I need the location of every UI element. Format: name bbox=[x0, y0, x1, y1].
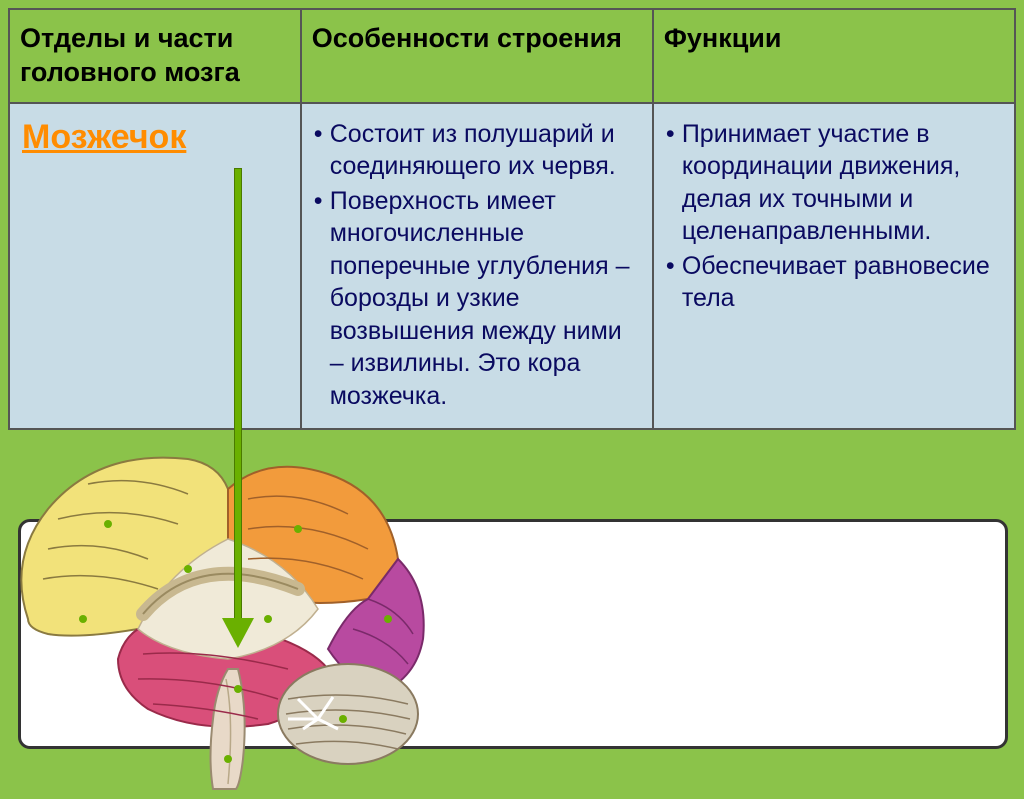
header-sections: Отделы и части головного мозга bbox=[9, 9, 301, 103]
pointer-arrow bbox=[226, 168, 250, 648]
brain-sections-table: Отделы и части головного мозга Особеннос… bbox=[8, 8, 1016, 430]
list-item: Состоит из полушарий и соединяющего их ч… bbox=[314, 118, 640, 183]
structure-list: Состоит из полушарий и соединяющего их ч… bbox=[314, 118, 640, 413]
functions-list: Принимает участие в координации движения… bbox=[666, 118, 1002, 315]
slide-frame: Отделы и части головного мозга Особеннос… bbox=[0, 0, 1024, 767]
table-header-row: Отделы и части головного мозга Особеннос… bbox=[9, 9, 1015, 103]
arrow-head-icon bbox=[222, 618, 254, 648]
cerebellum-region bbox=[278, 664, 418, 764]
cell-structure: Состоит из полушарий и соединяющего их ч… bbox=[301, 103, 653, 430]
header-functions: Функции bbox=[653, 9, 1015, 103]
cell-label: Мозжечок bbox=[9, 103, 301, 430]
arrow-shaft bbox=[234, 168, 242, 623]
list-item: Поверхность имеет многочисленные попереч… bbox=[314, 185, 640, 413]
cerebellum-label: Мозжечок bbox=[22, 118, 186, 156]
list-item: Принимает участие в координации движения… bbox=[666, 118, 1002, 248]
header-structure: Особенности строения bbox=[301, 9, 653, 103]
cell-functions: Принимает участие в координации движения… bbox=[653, 103, 1015, 430]
list-item: Обеспечивает равновесие тела bbox=[666, 250, 1002, 315]
table-row-cerebellum: Мозжечок Состоит из полушарий и соединяю… bbox=[9, 103, 1015, 430]
